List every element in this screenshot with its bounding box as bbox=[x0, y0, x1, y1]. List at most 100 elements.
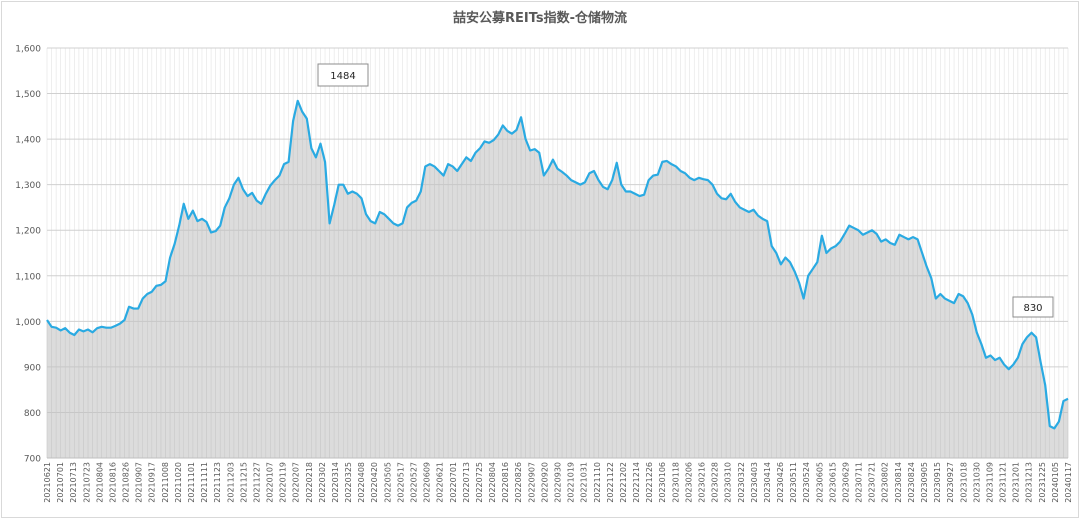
annotation-label: 1484 bbox=[330, 71, 355, 82]
x-tick-label: 20220107 bbox=[266, 462, 275, 503]
x-tick-label: 20220920 bbox=[540, 462, 549, 503]
x-tick-label: 20211203 bbox=[226, 462, 235, 503]
x-tick-label: 20240105 bbox=[1051, 462, 1060, 503]
x-axis-tick-labels: 20210621 20210701 20210713 20210723 20210804… bbox=[43, 462, 1073, 503]
x-tick-label: 20220325 bbox=[344, 462, 353, 503]
x-tick-label: 20230206 bbox=[684, 462, 693, 503]
x-tick-label: 20231213 bbox=[1025, 462, 1034, 503]
x-tick-label: 20210713 bbox=[69, 462, 78, 503]
x-tick-label: 20210804 bbox=[95, 462, 104, 503]
y-tick-label: 1,400 bbox=[15, 136, 41, 146]
x-tick-label: 20221019 bbox=[567, 462, 576, 503]
x-tick-label: 20220207 bbox=[292, 462, 301, 503]
x-tick-label: 20230915 bbox=[933, 462, 942, 503]
y-tick-label: 900 bbox=[24, 363, 41, 373]
x-tick-label: 20220609 bbox=[423, 462, 432, 503]
x-tick-label: 20231121 bbox=[999, 462, 1008, 503]
x-tick-label: 20221202 bbox=[619, 462, 628, 503]
x-tick-label: 20220907 bbox=[527, 462, 536, 503]
x-tick-label: 20230426 bbox=[776, 462, 785, 503]
x-tick-label: 20230216 bbox=[698, 462, 707, 503]
x-tick-label: 20210826 bbox=[122, 462, 131, 503]
x-tick-label: 20210816 bbox=[108, 462, 117, 503]
y-tick-label: 1,500 bbox=[15, 90, 41, 100]
x-tick-label: 20230403 bbox=[750, 462, 759, 503]
annotation-box bbox=[317, 63, 369, 87]
x-tick-label: 20220505 bbox=[383, 462, 392, 503]
x-tick-label: 20211111 bbox=[200, 462, 209, 503]
y-tick-label: 1,200 bbox=[15, 227, 41, 237]
x-tick-label: 20210621 bbox=[43, 462, 52, 503]
x-tick-label: 20230802 bbox=[881, 462, 890, 503]
y-tick-label: 700 bbox=[24, 455, 41, 465]
x-tick-label: 20211101 bbox=[187, 462, 196, 503]
x-tick-label: 20210723 bbox=[82, 462, 91, 503]
annotation-830: 830 bbox=[1012, 296, 1054, 318]
x-tick-label: 20230721 bbox=[868, 462, 877, 503]
x-tick-label: 20230905 bbox=[920, 462, 929, 503]
x-tick-label: 20220826 bbox=[514, 462, 523, 503]
x-tick-label: 20210701 bbox=[56, 462, 65, 503]
y-tick-label: 1,000 bbox=[15, 318, 41, 328]
x-tick-label: 20230711 bbox=[855, 462, 864, 503]
x-tick-label: 20220621 bbox=[436, 462, 445, 503]
x-tick-label: 20230106 bbox=[658, 462, 667, 503]
x-tick-label: 20220420 bbox=[370, 462, 379, 503]
annotation-1484: 1484 bbox=[317, 63, 369, 87]
x-tick-label: 20230511 bbox=[789, 462, 798, 503]
x-tick-label: 20220517 bbox=[396, 462, 405, 503]
x-tick-label: 20240117 bbox=[1064, 462, 1073, 503]
x-tick-label: 20221214 bbox=[632, 462, 641, 503]
y-tick-label: 1,600 bbox=[15, 45, 41, 55]
x-tick-label: 20211227 bbox=[252, 462, 261, 503]
y-axis-tick-labels: 700 800 900 1,000 1,100 1,200 1,300 1,400 1,500 1… bbox=[15, 45, 41, 465]
y-tick-label: 1,300 bbox=[15, 181, 41, 191]
annotations-layer: 1484 830 bbox=[317, 63, 1054, 318]
x-tick-label: 20230322 bbox=[737, 462, 746, 503]
x-tick-label: 20220713 bbox=[462, 462, 471, 503]
x-tick-label: 20220218 bbox=[305, 462, 314, 503]
x-tick-label: 20230615 bbox=[828, 462, 837, 503]
x-tick-label: 20211008 bbox=[161, 462, 170, 503]
x-tick-label: 20230927 bbox=[946, 462, 955, 503]
y-tick-label: 1,100 bbox=[15, 272, 41, 282]
x-tick-label: 20231109 bbox=[986, 462, 995, 503]
x-tick-label: 20220527 bbox=[410, 462, 419, 503]
annotation-label: 830 bbox=[1023, 303, 1042, 314]
x-tick-label: 20230228 bbox=[711, 462, 720, 503]
x-tick-label: 20221110 bbox=[593, 462, 602, 503]
annotation-box bbox=[1012, 296, 1054, 318]
x-tick-label: 20220930 bbox=[554, 462, 563, 503]
x-tick-label: 20220408 bbox=[357, 462, 366, 503]
x-tick-label: 20230310 bbox=[724, 462, 733, 503]
x-tick-label: 20220725 bbox=[475, 462, 484, 503]
x-tick-label: 20220302 bbox=[318, 462, 327, 503]
chart-title: 喆安公募REITs指数-仓储物流 bbox=[453, 10, 627, 26]
x-tick-label: 20230524 bbox=[802, 462, 811, 503]
x-tick-label: 20230414 bbox=[763, 462, 772, 503]
x-tick-label: 20211020 bbox=[174, 462, 183, 503]
x-tick-label: 20231018 bbox=[959, 462, 968, 503]
x-tick-label: 20220701 bbox=[449, 462, 458, 503]
x-tick-label: 20220816 bbox=[501, 462, 510, 503]
x-tick-label: 20231225 bbox=[1038, 462, 1047, 503]
x-tick-label: 20211123 bbox=[213, 462, 222, 503]
x-tick-label: 20230814 bbox=[894, 462, 903, 503]
x-tick-label: 20230824 bbox=[907, 462, 916, 503]
x-tick-label: 20230605 bbox=[815, 462, 824, 503]
x-tick-label: 20230629 bbox=[842, 462, 851, 503]
x-tick-label: 20210907 bbox=[135, 462, 144, 503]
x-tick-label: 20211215 bbox=[239, 462, 248, 503]
y-tick-label: 800 bbox=[24, 409, 41, 419]
x-tick-label: 20220314 bbox=[331, 462, 340, 503]
x-tick-label: 20221031 bbox=[580, 462, 589, 503]
x-tick-label: 20221122 bbox=[606, 462, 615, 503]
x-tick-label: 20231201 bbox=[1012, 462, 1021, 503]
x-tick-label: 20221226 bbox=[645, 462, 654, 503]
series-layer bbox=[46, 99, 1069, 458]
x-tick-label: 20210917 bbox=[148, 462, 157, 503]
series-line bbox=[46, 99, 1069, 430]
x-tick-label: 20230118 bbox=[671, 462, 680, 503]
x-tick-label: 20231030 bbox=[972, 462, 981, 503]
